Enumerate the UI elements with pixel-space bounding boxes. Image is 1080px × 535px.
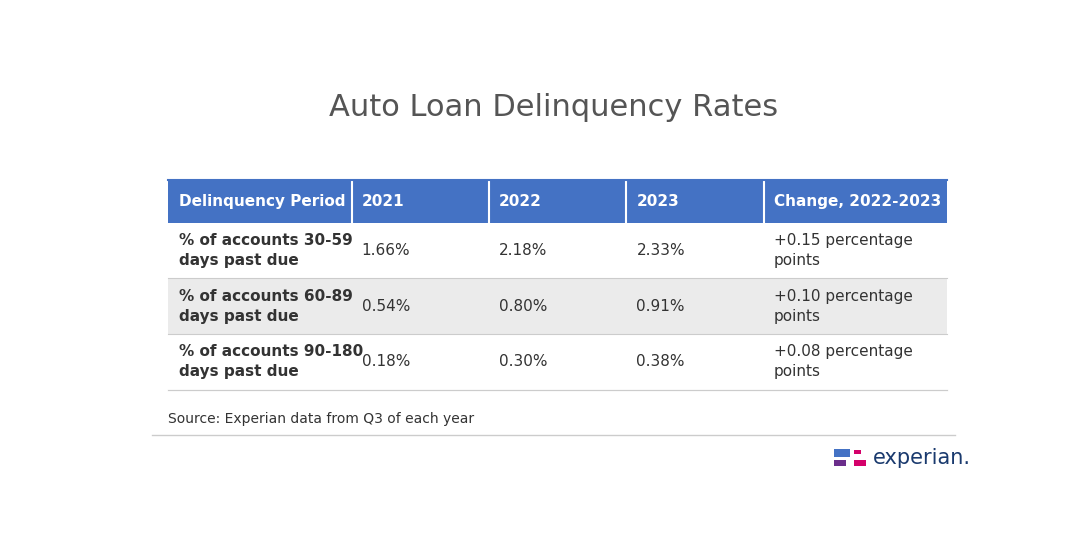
Text: 0.91%: 0.91%: [636, 299, 685, 314]
Text: % of accounts 60-89
days past due: % of accounts 60-89 days past due: [178, 289, 352, 324]
FancyBboxPatch shape: [489, 180, 626, 223]
Text: 2023: 2023: [636, 194, 679, 209]
Text: +0.10 percentage
points: +0.10 percentage points: [773, 289, 913, 324]
FancyBboxPatch shape: [626, 180, 764, 223]
Text: % of accounts 30-59
days past due: % of accounts 30-59 days past due: [178, 233, 352, 268]
Text: 0.54%: 0.54%: [362, 299, 410, 314]
FancyBboxPatch shape: [168, 278, 947, 334]
Text: 0.38%: 0.38%: [636, 354, 685, 369]
FancyBboxPatch shape: [764, 180, 947, 223]
FancyBboxPatch shape: [834, 449, 850, 457]
Text: 2.18%: 2.18%: [499, 243, 548, 258]
Text: Auto Loan Delinquency Rates: Auto Loan Delinquency Rates: [329, 93, 778, 122]
FancyBboxPatch shape: [853, 460, 866, 466]
Text: +0.15 percentage
points: +0.15 percentage points: [773, 233, 913, 268]
Text: % of accounts 90-180
days past due: % of accounts 90-180 days past due: [178, 345, 363, 379]
Text: Delinquency Period: Delinquency Period: [178, 194, 345, 209]
FancyBboxPatch shape: [853, 450, 862, 454]
FancyBboxPatch shape: [352, 180, 489, 223]
FancyBboxPatch shape: [168, 223, 947, 278]
Text: 0.30%: 0.30%: [499, 354, 548, 369]
Text: Change, 2022-2023: Change, 2022-2023: [773, 194, 941, 209]
FancyBboxPatch shape: [168, 180, 352, 223]
Text: 2022: 2022: [499, 194, 542, 209]
Text: 2021: 2021: [362, 194, 404, 209]
Text: experian.: experian.: [873, 448, 971, 468]
Text: +0.08 percentage
points: +0.08 percentage points: [773, 345, 913, 379]
Text: 0.80%: 0.80%: [499, 299, 548, 314]
Text: Source: Experian data from Q3 of each year: Source: Experian data from Q3 of each ye…: [168, 412, 474, 426]
Text: 1.66%: 1.66%: [362, 243, 410, 258]
FancyBboxPatch shape: [834, 460, 846, 466]
Text: 0.18%: 0.18%: [362, 354, 410, 369]
FancyBboxPatch shape: [168, 334, 947, 389]
Text: 2.33%: 2.33%: [636, 243, 685, 258]
